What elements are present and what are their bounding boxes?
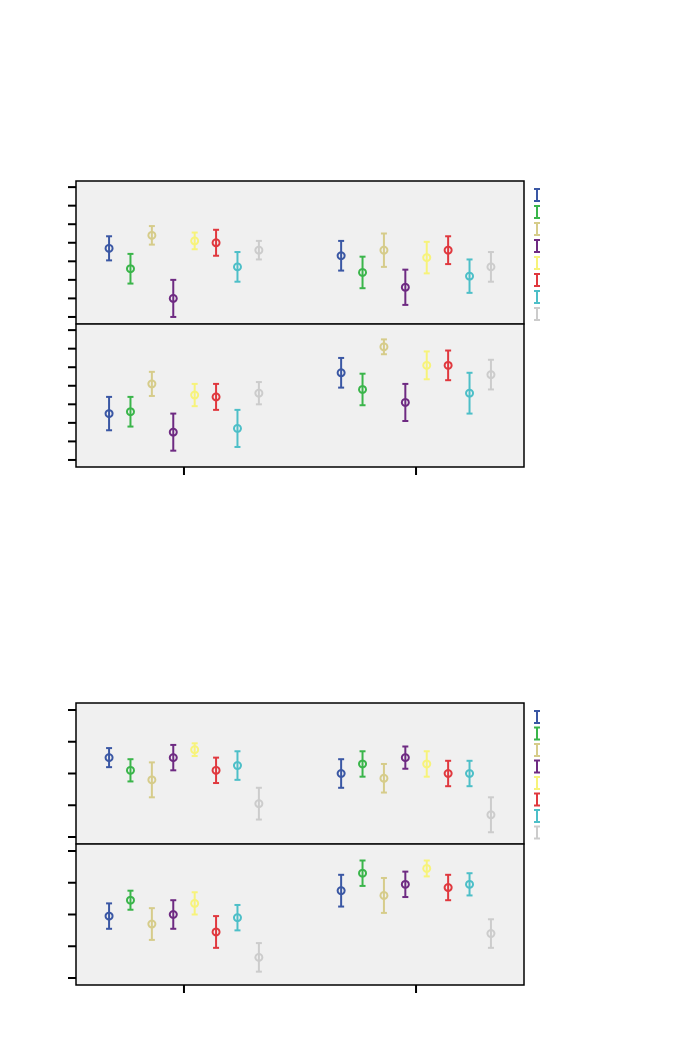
point <box>465 388 475 398</box>
point <box>190 898 200 908</box>
point <box>379 245 389 255</box>
point <box>358 267 368 277</box>
point <box>379 342 389 352</box>
point <box>168 293 178 303</box>
point <box>465 271 475 281</box>
point <box>168 910 178 919</box>
point <box>104 243 114 253</box>
point <box>125 264 135 274</box>
point <box>254 388 264 398</box>
point <box>443 883 453 893</box>
point <box>400 397 410 407</box>
point <box>104 409 114 419</box>
point <box>254 245 264 255</box>
point <box>190 236 200 246</box>
point <box>486 810 496 820</box>
point <box>147 919 157 929</box>
point <box>211 765 221 775</box>
point <box>211 927 221 937</box>
point <box>147 230 157 240</box>
point <box>211 392 221 402</box>
point <box>190 745 200 755</box>
point <box>358 868 368 878</box>
point <box>358 384 368 394</box>
point <box>211 238 221 248</box>
point <box>486 370 496 380</box>
point <box>190 390 200 400</box>
point <box>254 799 264 809</box>
point <box>125 407 135 417</box>
plot-area <box>75 702 525 845</box>
plot-area <box>75 323 525 468</box>
plot-area <box>75 180 525 325</box>
point <box>443 769 453 778</box>
point <box>400 753 410 763</box>
point <box>422 863 432 873</box>
point <box>422 360 432 370</box>
point <box>443 360 453 370</box>
point <box>400 282 410 292</box>
point <box>125 895 135 905</box>
point <box>168 753 178 763</box>
point <box>336 368 346 378</box>
point <box>254 952 264 962</box>
point <box>486 262 496 272</box>
point <box>379 890 389 900</box>
point <box>465 769 475 778</box>
point <box>358 759 368 769</box>
point <box>486 929 496 939</box>
point <box>465 879 475 889</box>
point <box>232 423 242 433</box>
point <box>336 769 346 778</box>
point <box>400 879 410 889</box>
point <box>232 761 242 771</box>
point <box>147 775 157 785</box>
point <box>147 379 157 389</box>
point <box>125 765 135 775</box>
point <box>422 253 432 263</box>
point <box>168 427 178 437</box>
point <box>232 262 242 272</box>
point <box>443 245 453 255</box>
point <box>336 886 346 896</box>
point <box>336 251 346 261</box>
point <box>379 773 389 783</box>
plot-area <box>75 843 525 986</box>
point <box>232 913 242 923</box>
point <box>104 753 114 763</box>
point <box>422 759 432 769</box>
point <box>104 911 114 921</box>
